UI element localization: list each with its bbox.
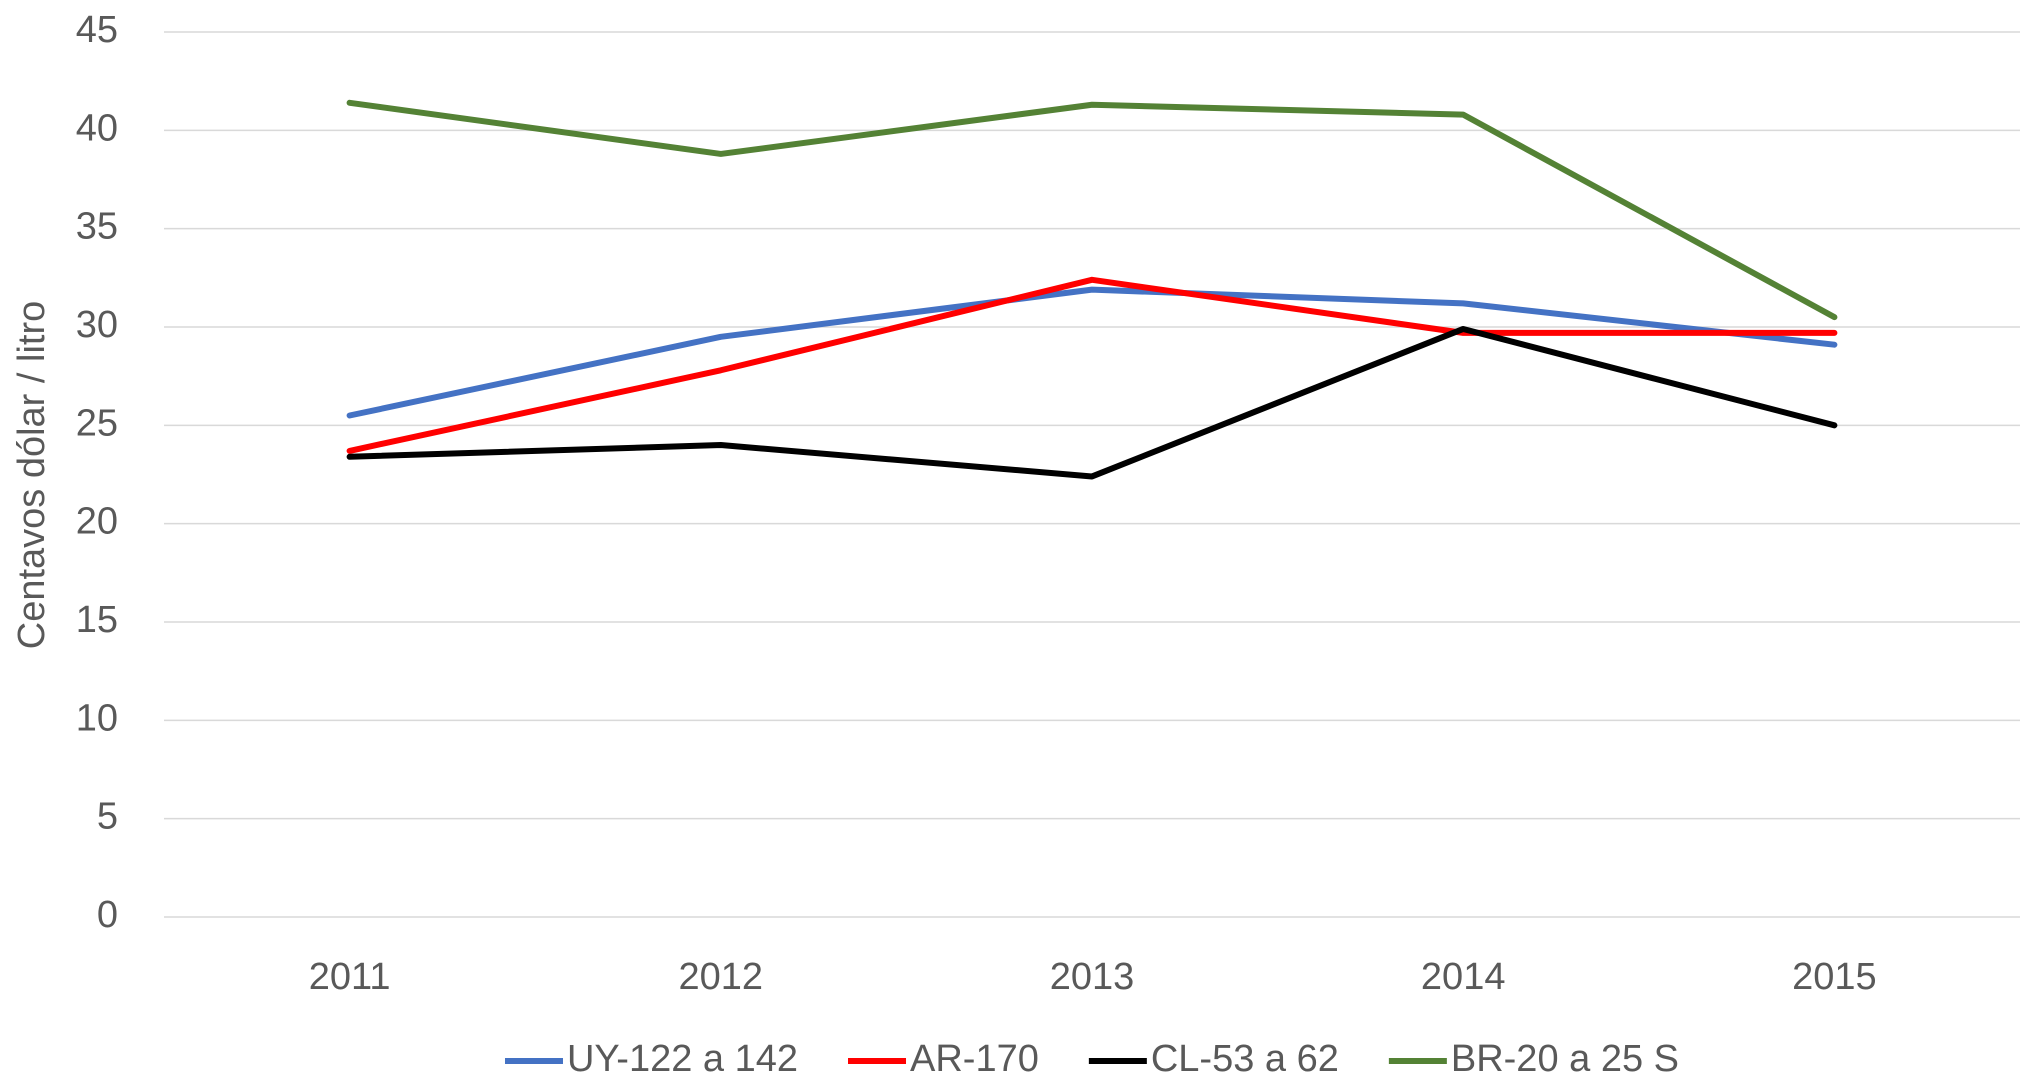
legend-label: UY-122 a 142 [567, 1038, 798, 1080]
legend-label: BR-20 a 25 S [1451, 1038, 1679, 1080]
y-tick-label: 20 [76, 501, 118, 543]
x-tick-label: 2012 [679, 956, 764, 998]
y-tick-label: 45 [76, 9, 118, 51]
x-tick-label: 2015 [1792, 956, 1877, 998]
y-tick-label: 10 [76, 697, 118, 739]
series-line [346, 325, 1838, 480]
y-tick-label: 30 [76, 304, 118, 346]
series-line [346, 286, 1838, 419]
y-tick-label: 40 [76, 107, 118, 149]
y-tick-label: 35 [76, 206, 118, 248]
legend-label: AR-170 [910, 1038, 1039, 1080]
y-tick-label: 0 [97, 894, 118, 936]
series-line [346, 276, 1838, 454]
legend: UY-122 a 142 AR-170 CL-53 a 62 BR-20 a 25 S [504, 1038, 1679, 1080]
legend-label: CL-53 a 62 [1151, 1038, 1339, 1080]
y-tick-label: 25 [76, 402, 118, 444]
x-tick-label: 2011 [309, 956, 391, 998]
y-tick-label: 5 [97, 796, 118, 838]
series-line [346, 99, 1838, 321]
x-tick-label: 2013 [1050, 956, 1135, 998]
y-axis-label: Centavos dólar / litro [11, 301, 53, 650]
y-tick-label: 15 [76, 599, 118, 641]
x-tick-label: 2014 [1421, 956, 1506, 998]
